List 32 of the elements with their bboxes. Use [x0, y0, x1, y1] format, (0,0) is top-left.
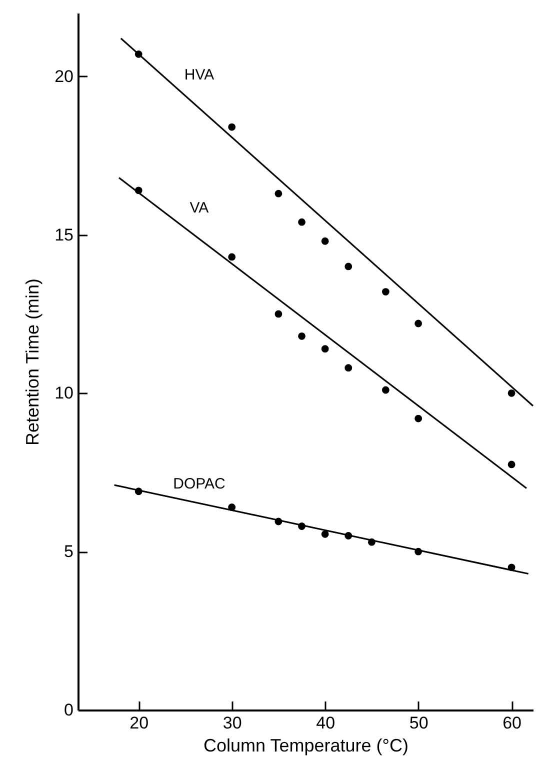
point: [321, 345, 329, 353]
point: [414, 414, 422, 422]
y-tick-label: 20: [54, 66, 74, 86]
text: HVA: [184, 66, 214, 84]
text: VA: [190, 200, 209, 217]
point: [508, 389, 516, 397]
series-label: DOPAC: [173, 475, 226, 492]
point: [382, 386, 390, 394]
y-tick-label: 15: [54, 225, 74, 244]
x-tick-label: 40: [316, 714, 336, 732]
point: [508, 460, 516, 468]
point: [321, 237, 329, 245]
point: [274, 310, 282, 318]
point: [298, 218, 306, 226]
point: [321, 530, 329, 538]
point: [298, 332, 306, 340]
point: [414, 320, 422, 328]
y-tick-label: 0: [64, 700, 74, 720]
x-tick-label: 60: [502, 714, 522, 732]
y-tick-label: 10: [54, 384, 74, 403]
point: [228, 123, 236, 131]
point: [228, 253, 236, 261]
x-tick-label: 50: [409, 714, 428, 732]
y-tick-label: 5: [64, 542, 74, 562]
x-tick-label: 20: [130, 714, 149, 732]
point: [274, 190, 282, 198]
x-axis-title: Column Temperature (°C): [204, 736, 408, 756]
point: [344, 262, 352, 270]
point: [382, 288, 390, 296]
y-axis-title: Retention Time (min): [22, 278, 43, 446]
x-tick-label: 30: [222, 714, 242, 732]
point: [344, 364, 352, 372]
